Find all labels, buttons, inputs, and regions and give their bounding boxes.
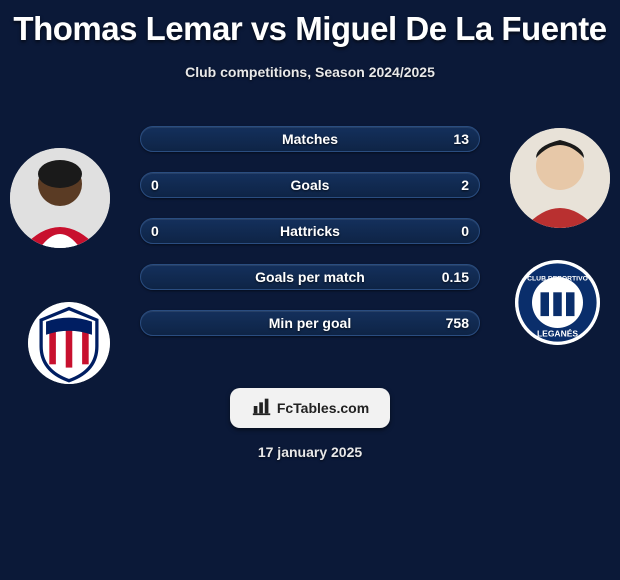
player-left-photo	[10, 148, 110, 248]
stat-row: Matches 13	[140, 126, 480, 152]
stat-right-value: 2	[461, 173, 469, 197]
svg-text:LEGANÉS: LEGANÉS	[537, 329, 578, 339]
stat-row: 0 Goals 2	[140, 172, 480, 198]
stat-label: Matches	[141, 127, 479, 151]
credit-pill: FcTables.com	[230, 388, 390, 428]
stat-right-value: 758	[446, 311, 469, 335]
stat-row: 0 Hattricks 0	[140, 218, 480, 244]
generated-date: 17 january 2025	[0, 444, 620, 460]
bar-chart-icon	[251, 395, 273, 422]
stat-row: Goals per match 0.15	[140, 264, 480, 290]
page-subtitle: Club competitions, Season 2024/2025	[0, 64, 620, 80]
page-title: Thomas Lemar vs Miguel De La Fuente	[0, 0, 620, 48]
stat-right-value: 13	[453, 127, 469, 151]
player-left-club-badge	[28, 302, 110, 384]
player-right-club-badge: CLUB DEPORTIVO LEGANÉS	[515, 260, 600, 345]
stat-label: Min per goal	[141, 311, 479, 335]
svg-text:CLUB DEPORTIVO: CLUB DEPORTIVO	[527, 275, 588, 282]
stat-row: Min per goal 758	[140, 310, 480, 336]
player-right-photo	[510, 128, 610, 228]
stat-label: Hattricks	[141, 219, 479, 243]
stat-label: Goals	[141, 173, 479, 197]
stat-label: Goals per match	[141, 265, 479, 289]
stat-right-value: 0.15	[442, 265, 469, 289]
stat-right-value: 0	[461, 219, 469, 243]
stats-list: Matches 13 0 Goals 2 0 Hattricks 0 Goals…	[140, 126, 480, 356]
credit-text: FcTables.com	[277, 400, 369, 416]
